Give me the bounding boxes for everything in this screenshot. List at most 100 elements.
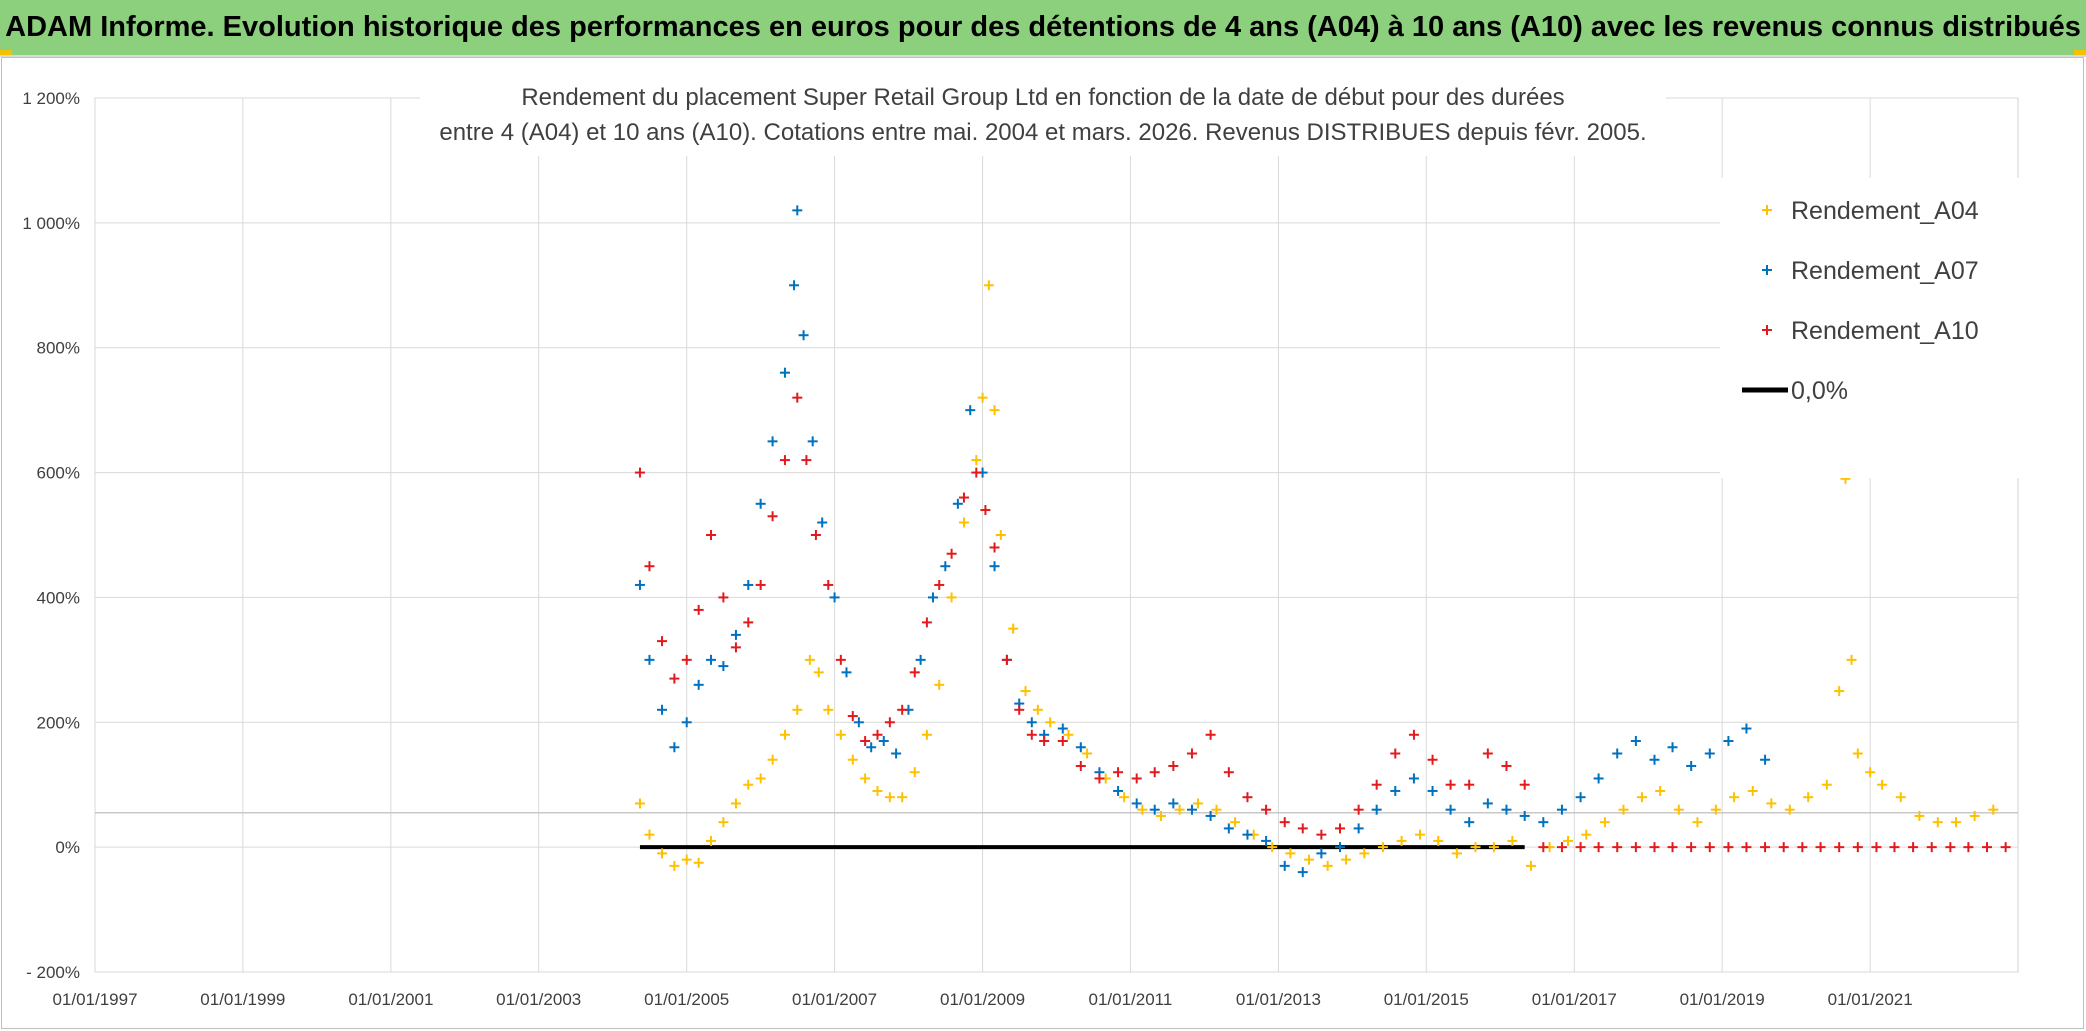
data-point [1877, 779, 1888, 790]
data-point [669, 673, 680, 684]
data-point [743, 779, 754, 790]
data-point [965, 405, 976, 416]
data-point [1507, 835, 1518, 846]
data-point [1630, 736, 1641, 747]
data-point [989, 561, 1000, 572]
data-point [634, 798, 645, 809]
data-point [798, 330, 809, 341]
data-point [1168, 798, 1179, 809]
data-point [1427, 785, 1438, 796]
data-point [1082, 748, 1093, 759]
data-point [644, 561, 655, 572]
data-point [813, 667, 824, 678]
data-point [718, 661, 729, 672]
data-point [767, 754, 778, 765]
data-point [1445, 779, 1456, 790]
data-point [706, 654, 717, 665]
chart-grid [94, 97, 2019, 973]
data-point [1667, 742, 1678, 753]
data-point [789, 280, 800, 291]
data-point [1821, 779, 1832, 790]
data-point [1969, 810, 1980, 821]
data-point [1297, 823, 1308, 834]
data-point [1667, 842, 1678, 853]
data-point [681, 717, 692, 728]
data-point [872, 785, 883, 796]
data-point [1630, 842, 1641, 853]
data-point [1211, 804, 1222, 815]
data-point [977, 392, 988, 403]
data-point [1797, 842, 1808, 853]
data-point [915, 654, 926, 665]
data-point [1057, 736, 1068, 747]
data-point [1729, 792, 1740, 803]
legend-label: Rendement_A10 [1791, 317, 1979, 345]
data-point [693, 679, 704, 690]
data-point [1834, 842, 1845, 853]
data-point [1020, 686, 1031, 697]
data-point [1686, 842, 1697, 853]
data-point [958, 517, 969, 528]
data-point [801, 455, 812, 466]
data-point [1001, 654, 1012, 665]
data-point [1945, 842, 1956, 853]
legend-item: Rendement_A07 [1762, 257, 1979, 285]
data-point [1094, 773, 1105, 784]
data-point [1519, 779, 1530, 790]
data-point [1230, 817, 1241, 828]
data-point [835, 654, 846, 665]
data-point [804, 654, 815, 665]
data-point [1556, 842, 1567, 853]
data-point [1760, 842, 1771, 853]
data-point [644, 829, 655, 840]
legend-item: Rendement_A10 [1762, 317, 1979, 345]
data-point [1538, 842, 1549, 853]
data-point [1575, 792, 1586, 803]
x-tick-label: 01/01/2005 [644, 990, 729, 1009]
data-point [927, 592, 938, 603]
data-point [1408, 729, 1419, 740]
data-point [884, 717, 895, 728]
data-point [958, 492, 969, 503]
data-point [995, 530, 1006, 540]
data-point [847, 754, 858, 765]
data-point [1026, 717, 1037, 728]
data-point [792, 392, 803, 403]
data-point [946, 548, 957, 559]
data-point [921, 617, 932, 628]
data-point [835, 729, 846, 740]
scatter-chart: - 200% 0% 200% 400% 600% 800% 1 000% 1 200% 01/… [22, 68, 2020, 1009]
data-point [1186, 748, 1197, 759]
data-point [823, 579, 834, 590]
data-point [1649, 842, 1660, 853]
data-point [921, 729, 932, 740]
data-point [1026, 729, 1037, 740]
chart-series [634, 205, 2011, 878]
data-point [853, 717, 864, 728]
report-banner-title: ADAM Informe. Evolution historique des p… [0, 0, 2086, 57]
x-tick-label: 01/01/2009 [940, 990, 1025, 1009]
data-point [718, 592, 729, 603]
data-point [1045, 717, 1056, 728]
data-point [681, 654, 692, 665]
data-point [909, 667, 920, 678]
data-point [860, 773, 871, 784]
data-point [1686, 760, 1697, 771]
data-point [909, 767, 920, 778]
x-tick-label: 01/01/2015 [1384, 990, 1469, 1009]
data-point [1113, 785, 1124, 796]
data-point [897, 792, 908, 803]
data-point [634, 579, 645, 590]
x-tick-label: 01/01/2003 [496, 990, 581, 1009]
data-point [1655, 785, 1666, 796]
data-point [1470, 842, 1481, 853]
data-point [1704, 842, 1715, 853]
data-point [755, 773, 766, 784]
data-point [1075, 760, 1086, 771]
chart-title-line-2: entre 4 (A04) et 10 ans (A10). Cotations… [439, 119, 1646, 146]
data-point [1482, 748, 1493, 759]
data-point [1982, 842, 1993, 853]
data-point [1932, 817, 1943, 828]
data-point [1852, 748, 1863, 759]
data-point [940, 561, 951, 572]
